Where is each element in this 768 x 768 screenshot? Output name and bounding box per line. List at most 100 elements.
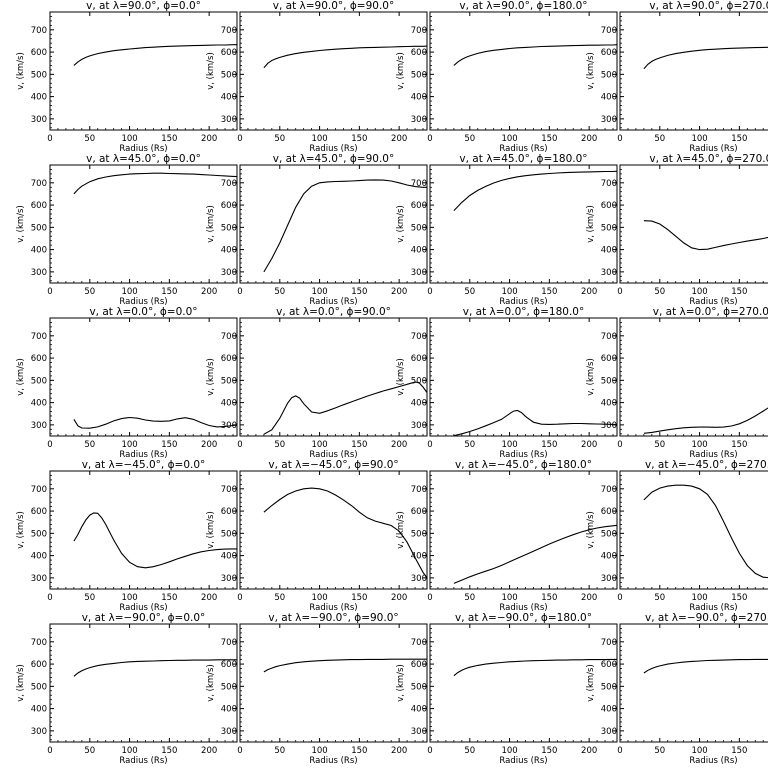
x-tick-label: 100 [501,746,517,756]
plot-frame [239,470,428,590]
y-tick-label: 400 [601,705,617,715]
x-axis-label: Radius (Rs) [119,603,167,613]
panel-3: v, at λ=90.0°, ϕ=180.0° 0 50 100 150 200 300 40… [396,0,618,154]
x-axis-label: Radius (Rs) [689,450,737,460]
x-tick-label: 200 [391,440,407,450]
y-tick-label: 600 [221,201,237,211]
y-tick-label: 400 [601,552,617,562]
x-tick-label: 50 [464,440,475,450]
x-tick-label: 200 [201,746,217,756]
y-tick-label: 700 [601,638,617,648]
y-tick-label: 500 [31,70,47,80]
y-tick-label: 700 [411,26,427,36]
x-tick-label: 200 [201,440,217,450]
chart-title: v, at λ=0.0°, ϕ=180.0° [463,306,584,318]
plot-frame [619,623,768,743]
panel-2: v, at λ=90.0°, ϕ=90.0° 0 50 100 150 200 300 400… [206,0,428,154]
x-tick-label: 150 [161,593,177,603]
series-line [643,46,768,70]
y-tick-label: 600 [411,354,427,364]
x-tick-label: 0 [617,287,622,297]
x-tick-label: 0 [237,746,242,756]
x-axis-label: Radius (Rs) [309,450,357,460]
x-tick-label: 0 [617,134,622,144]
panel-11: v, at λ=0.0°, ϕ=180.0° 0 50 100 150 200 300 400… [396,306,618,460]
x-tick-label: 150 [541,134,557,144]
panel-20: v, at λ=−90.0°, ϕ=270.0°0501001502003004… [586,612,768,766]
x-tick-label: 100 [501,440,517,450]
series-line [263,45,428,69]
x-axis-label: Radius (Rs) [119,450,167,460]
y-tick-label: 400 [411,399,427,409]
series-line [263,487,428,579]
chart-title: v, at λ=−45.0°, ϕ=270.0° [645,459,768,471]
x-tick-label: 150 [351,746,367,756]
y-tick-label: 300 [221,421,237,431]
x-tick-label: 0 [427,593,432,603]
x-tick-label: 50 [274,287,285,297]
y-axis-label: v, (km/s) [396,205,406,243]
chart-title: v, at λ=−90.0°, ϕ=270.0° [645,612,768,624]
chart-title: v, at λ=90.0°, ϕ=90.0° [273,0,394,12]
y-tick-label: 600 [31,354,47,364]
chart-title: v, at λ=−45.0°, ϕ=0.0° [82,459,206,471]
x-axis-label: Radius (Rs) [689,144,737,154]
x-axis-label: Radius (Rs) [309,297,357,307]
x-axis-label: Radius (Rs) [119,144,167,154]
series-line [453,44,618,66]
y-tick-label: 500 [601,682,617,692]
x-tick-label: 150 [541,746,557,756]
y-tick-label: 300 [601,421,617,431]
plot-frame [239,11,428,131]
y-tick-label: 700 [31,638,47,648]
panel-19: v, at λ=−90.0°, ϕ=180.0° 0 50 100 150 200 300 4… [396,612,618,766]
series-line [73,512,237,569]
panel-8: v, at λ=45.0°, ϕ=270.0°05010015020030040… [586,153,768,307]
y-tick-label: 700 [601,179,617,189]
plot-frame [239,623,428,743]
x-tick-label: 100 [691,746,707,756]
chart-title: v, at λ=45.0°, ϕ=180.0° [459,153,587,165]
y-tick-label: 700 [601,26,617,36]
y-tick-label: 600 [31,48,47,58]
chart-title: v, at λ=0.0°, ϕ=0.0° [89,306,197,318]
x-tick-label: 0 [47,593,52,603]
y-tick-label: 400 [31,552,47,562]
x-tick-label: 100 [691,440,707,450]
y-tick-label: 400 [601,399,617,409]
y-tick-label: 300 [221,115,237,125]
y-tick-label: 700 [411,485,427,495]
y-tick-label: 600 [601,660,617,670]
y-tick-label: 500 [411,223,427,233]
y-tick-label: 300 [411,421,427,431]
y-tick-label: 600 [31,201,47,211]
x-tick-label: 0 [427,746,432,756]
plot-frame [49,317,238,437]
x-tick-label: 0 [47,440,52,450]
y-tick-label: 500 [31,682,47,692]
plot-frame [49,11,238,131]
plot-frame [429,470,618,590]
y-tick-label: 400 [221,552,237,562]
y-axis-label: v, (km/s) [396,664,406,702]
chart-title: v, at λ=0.0°, ϕ=90.0° [276,306,391,318]
series-line [73,172,238,195]
series-line [643,658,768,674]
x-tick-label: 150 [161,287,177,297]
x-tick-label: 50 [654,134,665,144]
plot-frame [429,164,618,284]
panel-12: v, at λ=0.0°, ϕ=270.0°050100150200300400… [586,306,768,460]
y-tick-label: 300 [601,115,617,125]
series-line [453,170,618,211]
x-tick-label: 150 [541,440,557,450]
y-tick-label: 400 [411,246,427,256]
x-tick-label: 50 [84,440,95,450]
x-tick-label: 0 [617,593,622,603]
y-tick-label: 300 [601,268,617,278]
y-tick-label: 400 [221,93,237,103]
chart-title: v, at λ=45.0°, ϕ=90.0° [273,153,394,165]
y-tick-label: 600 [411,507,427,517]
y-tick-label: 700 [411,332,427,342]
x-tick-label: 0 [427,287,432,297]
chart-title: v, at λ=0.0°, ϕ=270.0° [653,306,768,318]
